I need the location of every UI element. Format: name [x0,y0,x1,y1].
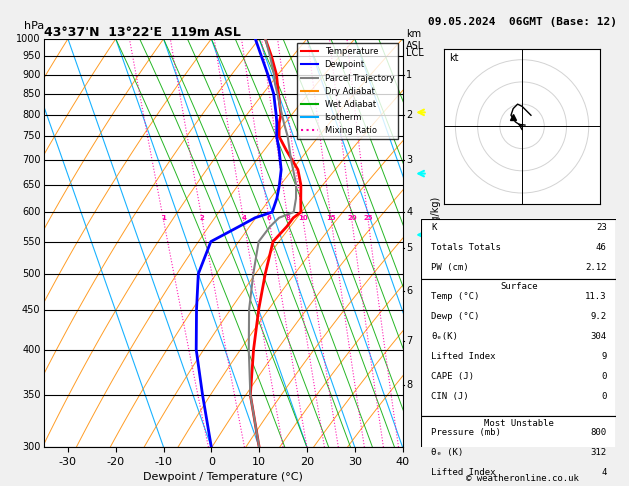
Text: Dewp (°C): Dewp (°C) [431,312,479,321]
Text: 950: 950 [22,51,40,61]
Text: 304: 304 [591,332,606,341]
Text: 5: 5 [406,243,413,253]
Text: LCL: LCL [406,48,424,58]
Text: Temp (°C): Temp (°C) [431,292,479,300]
Text: CAPE (J): CAPE (J) [431,372,474,381]
Text: 23: 23 [596,223,606,232]
Legend: Temperature, Dewpoint, Parcel Trajectory, Dry Adiabat, Wet Adiabat, Isotherm, Mi: Temperature, Dewpoint, Parcel Trajectory… [297,43,398,139]
Text: 6: 6 [267,215,272,221]
Text: PW (cm): PW (cm) [431,263,469,273]
Text: 550: 550 [22,237,40,246]
Text: 1: 1 [406,69,412,80]
Text: 0: 0 [601,372,606,381]
Text: 700: 700 [22,155,40,165]
Text: Pressure (mb): Pressure (mb) [431,428,501,437]
Text: 9.2: 9.2 [591,312,606,321]
Text: 6: 6 [406,286,412,296]
Text: 850: 850 [22,89,40,99]
Text: 450: 450 [22,305,40,314]
Text: 650: 650 [22,180,40,190]
Text: 2: 2 [200,215,204,221]
Text: Mixing Ratio (g/kg): Mixing Ratio (g/kg) [431,197,441,289]
Text: Most Unstable: Most Unstable [484,419,554,428]
Text: 43°37'N  13°22'E  119m ASL: 43°37'N 13°22'E 119m ASL [44,26,241,39]
Text: 500: 500 [22,269,40,279]
Text: Lifted Index: Lifted Index [431,469,496,477]
FancyBboxPatch shape [421,219,616,279]
Text: 0: 0 [601,392,606,401]
Text: 7: 7 [406,336,413,346]
Text: 3: 3 [406,155,412,165]
Text: 9: 9 [601,352,606,361]
Text: © weatheronline.co.uk: © weatheronline.co.uk [465,474,579,483]
Text: 46: 46 [596,243,606,252]
FancyBboxPatch shape [421,279,616,416]
Text: 4: 4 [601,469,606,477]
Text: 1000: 1000 [16,34,40,44]
Text: 8: 8 [286,215,291,221]
Text: 4: 4 [241,215,246,221]
Text: 312: 312 [591,449,606,457]
Text: km
ASL: km ASL [406,29,424,51]
Text: 600: 600 [22,207,40,217]
Text: 2: 2 [406,109,413,120]
Text: 2.12: 2.12 [585,263,606,273]
Text: 350: 350 [22,390,40,400]
Text: 8: 8 [406,381,412,390]
Text: Surface: Surface [500,282,538,292]
Text: 900: 900 [22,69,40,80]
Text: Totals Totals: Totals Totals [431,243,501,252]
Text: 400: 400 [22,345,40,355]
Text: θₑ(K): θₑ(K) [431,332,458,341]
Text: 15: 15 [326,215,336,221]
X-axis label: Dewpoint / Temperature (°C): Dewpoint / Temperature (°C) [143,472,303,483]
FancyBboxPatch shape [421,416,616,486]
Text: 750: 750 [22,131,40,141]
Text: θₑ (K): θₑ (K) [431,449,464,457]
Text: 800: 800 [22,109,40,120]
Text: kt: kt [449,53,459,63]
Text: hPa: hPa [24,21,44,31]
Text: 1: 1 [161,215,166,221]
Text: 4: 4 [406,207,412,217]
Text: 25: 25 [364,215,373,221]
Text: 11.3: 11.3 [585,292,606,300]
Text: 300: 300 [22,442,40,452]
Text: 10: 10 [298,215,308,221]
Text: 800: 800 [591,428,606,437]
Text: CIN (J): CIN (J) [431,392,469,401]
Text: 20: 20 [347,215,357,221]
Text: Lifted Index: Lifted Index [431,352,496,361]
Text: 09.05.2024  06GMT (Base: 12): 09.05.2024 06GMT (Base: 12) [428,17,616,27]
Text: K: K [431,223,437,232]
